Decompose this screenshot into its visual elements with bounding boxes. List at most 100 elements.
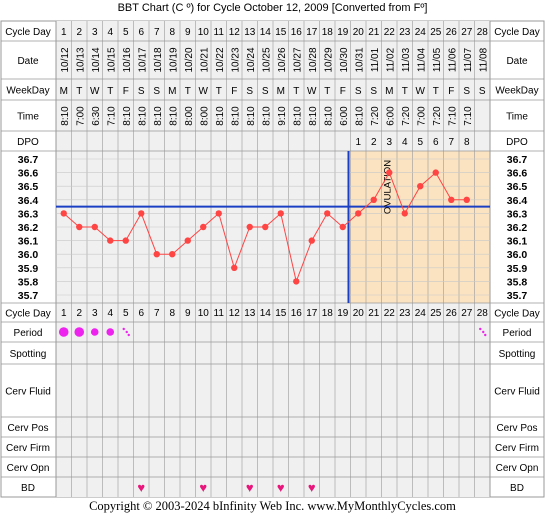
dpo-label-right: DPO bbox=[506, 137, 528, 148]
y-tick-label-right: 36.1 bbox=[507, 236, 528, 248]
time-label-left: Time bbox=[17, 112, 39, 123]
date-cell: 10/30 bbox=[339, 47, 350, 72]
temperature-point bbox=[277, 210, 284, 217]
cycle-day-number-bottom: 3 bbox=[92, 308, 98, 319]
cycle-day-number-bottom: 21 bbox=[368, 308, 380, 319]
cycle-day-number-bottom: 5 bbox=[123, 308, 129, 319]
cycle-day-number-bottom: 22 bbox=[384, 308, 396, 319]
period-spot-dot bbox=[482, 330, 485, 334]
cerv-opn-label-left: Cerv Opn bbox=[7, 463, 50, 474]
time-cell: 7:00 bbox=[75, 106, 86, 126]
weekday-cell: S bbox=[138, 86, 145, 97]
weekday-cell: S bbox=[246, 86, 253, 97]
weekday-cell: T bbox=[216, 86, 222, 97]
cycle-day-label-bottom-right: Cycle Day bbox=[494, 309, 540, 320]
weekday-cell: F bbox=[448, 86, 454, 97]
weekday-cell: S bbox=[355, 86, 362, 97]
date-cell: 10/19 bbox=[168, 47, 179, 72]
bd-label-left: BD bbox=[21, 483, 35, 494]
y-tick-label-right: 36.4 bbox=[507, 195, 528, 207]
time-cell: 8:10 bbox=[323, 106, 334, 126]
temperature-point bbox=[200, 223, 207, 231]
cycle-day-number-bottom: 12 bbox=[229, 308, 241, 319]
cycle-day-number-bottom: 15 bbox=[275, 308, 287, 319]
weekday-cell: T bbox=[107, 86, 113, 97]
date-cell: 10/29 bbox=[323, 47, 334, 72]
cycle-day-number: 17 bbox=[306, 27, 318, 38]
time-cell: 7:10 bbox=[106, 106, 117, 126]
date-cell: 10/22 bbox=[215, 47, 226, 72]
date-cell: 10/31 bbox=[354, 47, 365, 72]
cycle-day-number: 24 bbox=[415, 27, 427, 38]
weekday-cell: S bbox=[463, 86, 470, 97]
date-cell: 10/27 bbox=[292, 47, 303, 72]
cycle-day-number-bottom: 4 bbox=[107, 308, 113, 319]
temperature-point bbox=[169, 251, 176, 258]
temperature-point bbox=[448, 196, 455, 203]
cerv-firm-label-right: Cerv Firm bbox=[495, 443, 539, 454]
y-tick-label-right: 36.0 bbox=[507, 249, 528, 261]
date-cell: 10/21 bbox=[199, 47, 210, 72]
weekday-cell: W bbox=[307, 86, 317, 97]
cycle-day-number: 19 bbox=[337, 27, 349, 38]
cycle-day-number-bottom: 2 bbox=[76, 308, 82, 319]
y-tick-label-right: 35.8 bbox=[507, 276, 528, 288]
temperature-point bbox=[370, 196, 377, 203]
temperature-point bbox=[355, 210, 362, 217]
cycle-day-number-bottom: 16 bbox=[291, 308, 303, 319]
time-cell: 8:10 bbox=[60, 106, 71, 126]
dpo-cell: 5 bbox=[417, 137, 423, 148]
temperature-point bbox=[417, 183, 424, 190]
spotting-label-right: Spotting bbox=[499, 349, 536, 360]
cycle-day-number: 14 bbox=[260, 27, 272, 38]
weekday-label-left: WeekDay bbox=[6, 86, 49, 97]
weekday-cell: S bbox=[479, 86, 486, 97]
cycle-day-number-bottom: 28 bbox=[477, 308, 489, 319]
weekday-cell: T bbox=[324, 86, 330, 97]
cycle-day-number: 4 bbox=[107, 27, 113, 38]
weekday-cell: S bbox=[153, 86, 160, 97]
date-cell: 11/08 bbox=[478, 47, 489, 72]
period-medium-dot bbox=[106, 328, 115, 336]
cycle-day-number: 22 bbox=[384, 27, 396, 38]
cycle-day-label-right: Cycle Day bbox=[494, 27, 540, 38]
cycle-day-number: 8 bbox=[169, 27, 175, 38]
time-cell: 8:10 bbox=[230, 106, 241, 126]
temperature-point bbox=[324, 210, 331, 217]
weekday-cell: S bbox=[370, 86, 377, 97]
weekday-cell: M bbox=[60, 86, 68, 97]
time-cell: 7:20 bbox=[370, 106, 381, 126]
cycle-day-number: 27 bbox=[461, 27, 473, 38]
time-cell: 8:10 bbox=[261, 106, 272, 126]
cycle-day-number-bottom: 8 bbox=[169, 308, 175, 319]
temperature-point bbox=[401, 210, 408, 217]
bd-heart-icon: ♥ bbox=[199, 480, 207, 495]
cycle-day-number-bottom: 18 bbox=[322, 308, 334, 319]
temperature-point bbox=[60, 210, 67, 217]
cycle-day-number: 21 bbox=[368, 27, 380, 38]
date-cell: 11/07 bbox=[463, 47, 474, 72]
cycle-day-number-bottom: 19 bbox=[337, 308, 349, 319]
temperature-point bbox=[153, 251, 160, 258]
cycle-day-number: 25 bbox=[430, 27, 442, 38]
cerv-firm-label-left: Cerv Firm bbox=[6, 443, 50, 454]
weekday-cell: W bbox=[90, 86, 100, 97]
y-tick-label-left: 36.5 bbox=[18, 181, 39, 193]
time-cell: 6:30 bbox=[91, 106, 102, 126]
weekday-cell: M bbox=[277, 86, 285, 97]
time-cell: 8:10 bbox=[354, 106, 365, 126]
cycle-day-number-bottom: 10 bbox=[198, 308, 210, 319]
cycle-day-number: 2 bbox=[76, 27, 82, 38]
weekday-cell: T bbox=[433, 86, 439, 97]
cycle-day-label-bottom-left: Cycle Day bbox=[5, 309, 51, 320]
time-cell: 7:00 bbox=[416, 106, 427, 126]
bd-heart-icon: ♥ bbox=[277, 480, 285, 495]
cycle-day-number-bottom: 6 bbox=[138, 308, 144, 319]
time-cell: 9:10 bbox=[277, 106, 288, 126]
temperature-point bbox=[308, 237, 315, 244]
weekday-cell: M bbox=[168, 86, 176, 97]
time-cell: 8:10 bbox=[168, 106, 179, 126]
period-spot-dot bbox=[125, 330, 128, 334]
time-cell: 8:10 bbox=[122, 106, 133, 126]
date-cell: 11/05 bbox=[432, 47, 443, 72]
